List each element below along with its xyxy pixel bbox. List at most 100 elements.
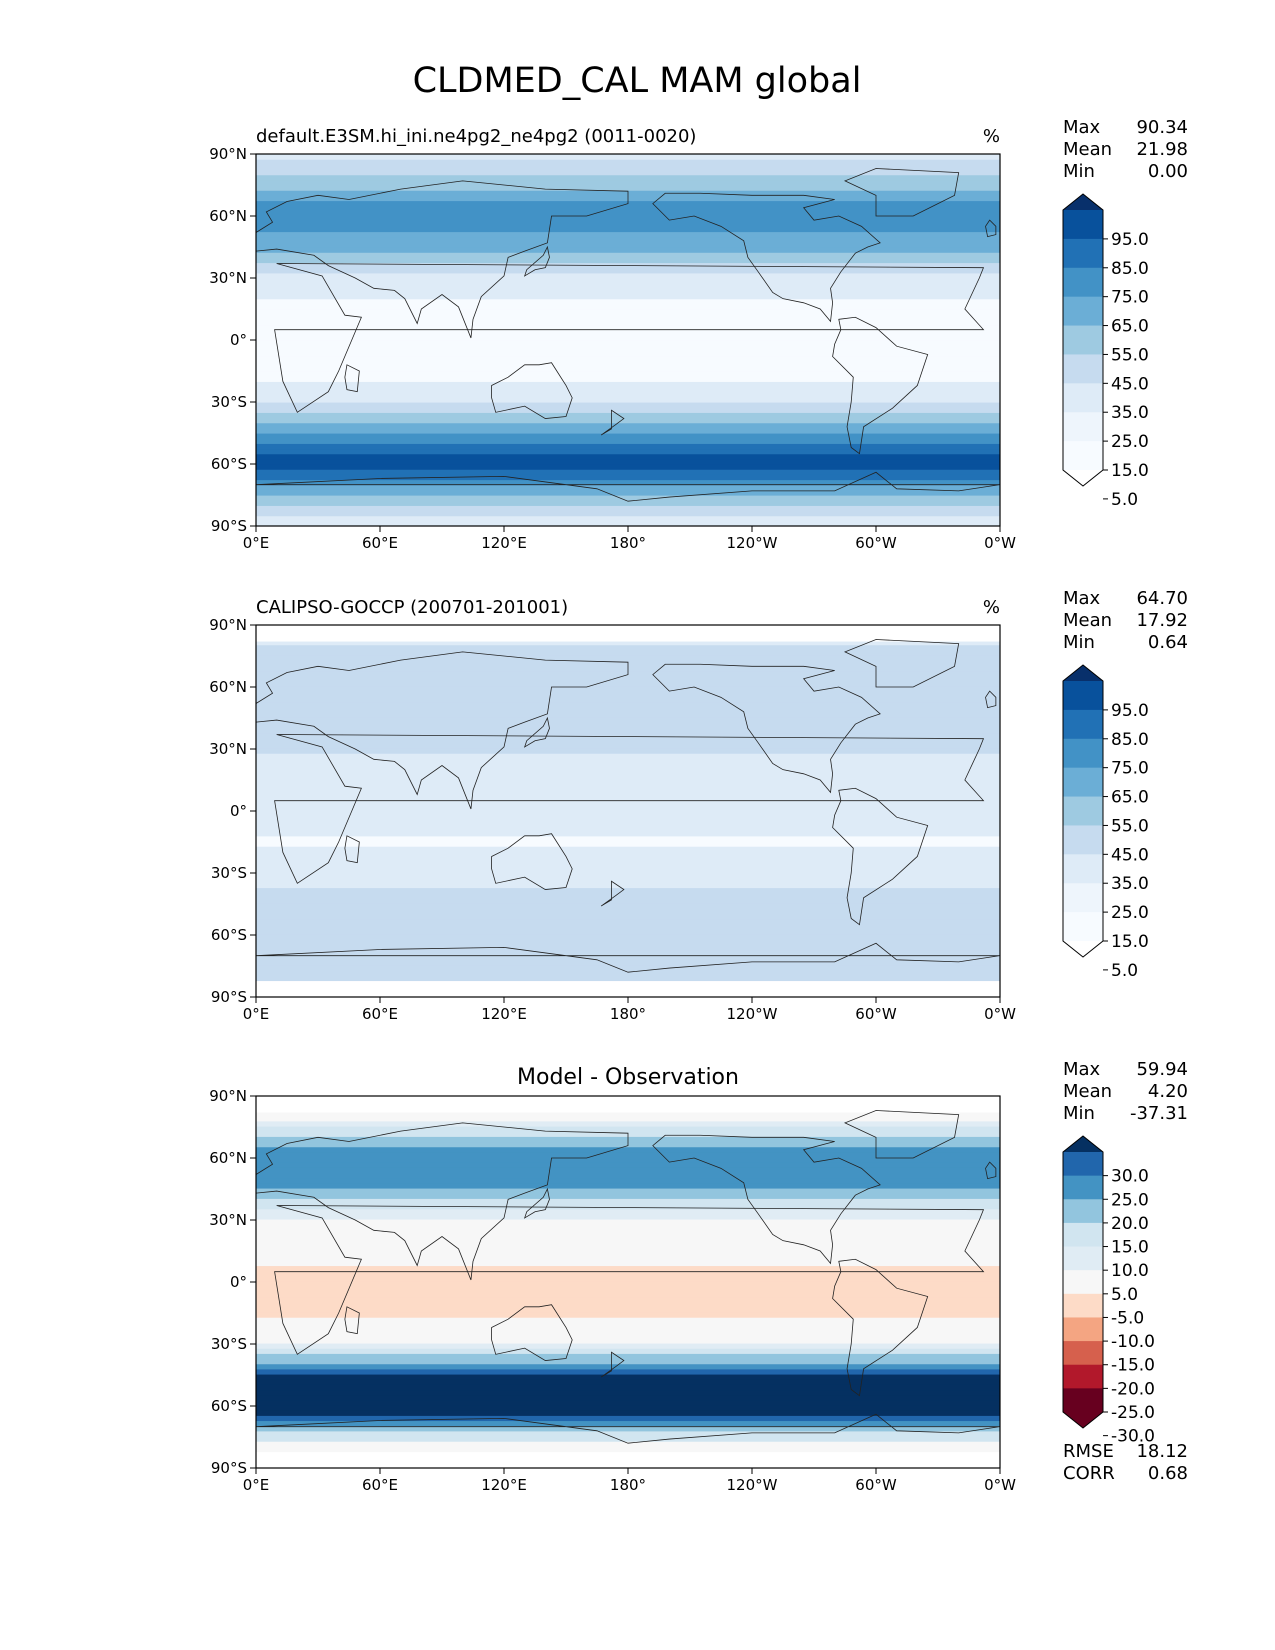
stat-label: Min [1063, 161, 1095, 182]
coastlines [255, 639, 1001, 973]
field-band [256, 505, 1000, 512]
colorbar-label: 25.0 [1111, 432, 1149, 452]
coastline [832, 1258, 929, 1397]
colorbar-label: -20.0 [1111, 1379, 1155, 1399]
coastline [600, 1351, 625, 1378]
field-band [256, 1115, 1000, 1122]
colorbar-label: 5.0 [1111, 1285, 1138, 1305]
stat-value: 17.92 [1136, 610, 1188, 631]
field-band [256, 789, 1000, 796]
coastline [491, 362, 573, 419]
coastline [344, 835, 360, 864]
field-band [256, 319, 1000, 326]
field-band [256, 908, 1000, 914]
field-band [256, 500, 1000, 506]
colorbar-label: 25.0 [1111, 1190, 1149, 1210]
stat-label: Max [1063, 117, 1101, 138]
coastline [523, 716, 550, 748]
x-tick-label: 120°W [727, 1476, 778, 1494]
field-band [256, 1317, 1000, 1323]
colorbar-bin [1063, 1317, 1103, 1342]
coastline [832, 316, 929, 455]
x-tick-label: 180° [610, 1476, 646, 1494]
y-tick-label: 30°N [209, 269, 247, 287]
field-band [256, 417, 1000, 424]
field-band [256, 778, 1000, 785]
stat-label: Mean [1063, 1081, 1112, 1102]
field-band [256, 1353, 1000, 1360]
y-tick-label: 30°N [209, 1211, 247, 1229]
colorbar-bin [1063, 912, 1103, 942]
panel-title: CALIPSO-GOCCP (200701-201001) [256, 597, 568, 618]
field-band [256, 179, 1000, 186]
y-tick-label: 0° [230, 1273, 247, 1291]
field-band [256, 1404, 1000, 1411]
field-band [256, 1327, 1000, 1334]
field-band [256, 210, 1000, 217]
stat-label: Max [1063, 1059, 1101, 1080]
colorbar-extend-top [1063, 1136, 1103, 1152]
colorbar-bin [1063, 767, 1103, 798]
field-band [256, 696, 1000, 703]
y-tick-label: 90°S [211, 988, 247, 1006]
colorbar-label: 15.0 [1111, 1238, 1149, 1258]
field-band [256, 1218, 1000, 1225]
colorbar-label: 45.0 [1111, 374, 1149, 394]
field-band [256, 830, 1000, 837]
coastline [600, 880, 625, 907]
colorbar-bin [1063, 1246, 1103, 1271]
coastline [600, 409, 625, 436]
field-band [256, 345, 1000, 351]
y-tick-label: 0° [230, 802, 247, 820]
field-band [256, 185, 1000, 191]
field-band [256, 680, 1000, 687]
panel-test: 0°E 60°E 120°E 180° 120°W 60°W 0°W 90°N 60°N 30°N… [209, 117, 1188, 552]
field-band [256, 216, 1000, 222]
field-band [256, 381, 1000, 388]
metric-value: 18.12 [1136, 1441, 1188, 1462]
field-band [256, 732, 1000, 739]
field-band [256, 350, 1000, 357]
colorbar: 95.0 85.0 75.0 65.0 55.0 45.0 35.0 25.0 15.0 5.0 [1062, 664, 1149, 981]
field-band [256, 871, 1000, 878]
x-tick-label: 0°E [243, 1005, 270, 1023]
colorbar-bin [1063, 825, 1103, 855]
colorbar-bin [1063, 325, 1103, 355]
field-band [256, 649, 1000, 656]
field-band [256, 815, 1000, 821]
x-tick-label: 180° [610, 1005, 646, 1023]
metric-value: 0.68 [1148, 1463, 1188, 1484]
coastline [652, 192, 881, 323]
field-band [256, 231, 1000, 238]
field-band [256, 804, 1000, 811]
field-band [256, 1177, 1000, 1184]
field-band [256, 1125, 1000, 1132]
field-band [256, 1120, 1000, 1127]
panel-difference: 0°E 60°E 120°E 180° 120°W 60°W 0°W 90°N 60°N 30°N… [209, 1059, 1188, 1494]
field-band [256, 252, 1000, 258]
field-band [256, 1187, 1000, 1194]
colorbar-bin [1063, 1152, 1103, 1177]
field-band [256, 515, 1000, 522]
field-band [256, 226, 1000, 233]
stat-value: 21.98 [1136, 139, 1188, 160]
colorbar-bin [1063, 1364, 1103, 1389]
y-tick-label: 90°N [209, 616, 247, 634]
coastline [843, 1110, 960, 1159]
field-band [256, 376, 1000, 382]
field-band [256, 433, 1000, 439]
coastline [274, 734, 985, 884]
colorbar-label: 65.0 [1111, 788, 1149, 808]
colorbar-bin [1063, 354, 1103, 384]
panel-units: % [983, 126, 1000, 147]
field-band [256, 727, 1000, 734]
field-band [256, 1301, 1000, 1308]
x-tick-label: 120°E [481, 1005, 527, 1023]
field-band [256, 641, 1000, 646]
field-band [256, 329, 1000, 336]
field-band [256, 799, 1000, 806]
colorbar-label: 55.0 [1111, 345, 1149, 365]
colorbar-extend-top [1063, 194, 1103, 210]
metric-label: CORR [1063, 1463, 1115, 1484]
x-tick-label: 0°W [984, 1005, 1016, 1023]
